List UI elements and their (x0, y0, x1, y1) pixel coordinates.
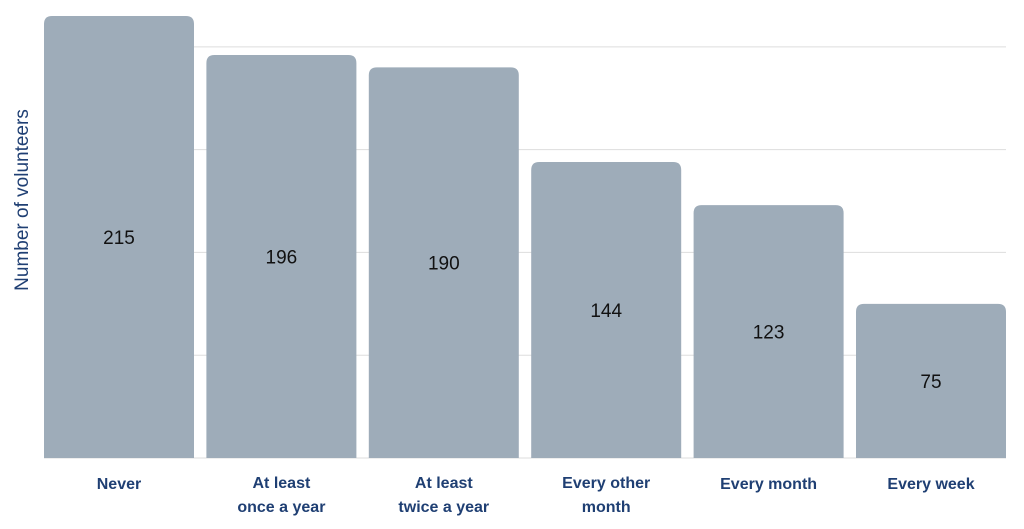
category-label-line: Every week (887, 476, 974, 493)
category-label: Every month (720, 476, 817, 493)
bar (856, 303, 1006, 458)
bar-value-label: 75 (920, 372, 941, 393)
category-label-line: Every other (562, 475, 650, 492)
category-label-line: month (582, 499, 631, 516)
bar-value-labels: 215 196 190 144 123 75 (103, 228, 941, 393)
category-label-line: twice a year (398, 499, 489, 516)
bar (206, 55, 357, 459)
category-label-line: Never (97, 476, 141, 493)
category-labels: Never At least once a year At least twice a … (97, 475, 975, 516)
category-label-line: At least (415, 475, 473, 492)
y-axis-label: Number of volunteers (12, 109, 33, 291)
category-label: Every week (887, 476, 974, 493)
bar-value-label: 190 (428, 254, 460, 275)
category-label: Every other month (562, 475, 650, 516)
category-label-line: Every month (720, 476, 817, 493)
category-label: At least twice a year (398, 475, 489, 516)
category-label-line: At least (253, 475, 311, 492)
bars (44, 16, 1006, 459)
bar (44, 16, 194, 458)
category-label-line: once a year (237, 499, 325, 516)
bar (368, 67, 519, 458)
bar-value-label: 123 (753, 323, 785, 344)
bar (693, 205, 844, 458)
gridlines (44, 46, 1006, 459)
bar-value-label: 215 (103, 228, 135, 249)
category-label: At least once a year (237, 475, 325, 516)
bar-value-label: 144 (590, 301, 622, 322)
bar (531, 161, 682, 459)
bar-value-label: 196 (266, 248, 298, 269)
category-label: Never (97, 476, 141, 493)
